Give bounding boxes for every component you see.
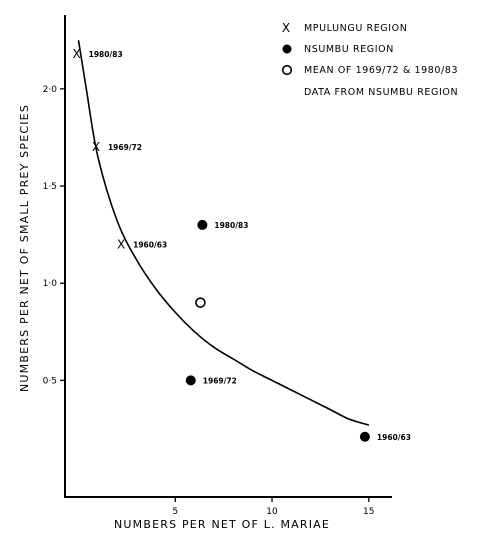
filled-circle-point (197, 219, 208, 230)
legend-mean-label: MEAN OF 1969/72 & 1980/83 (304, 65, 458, 76)
y-tick-label: 1·0 (43, 279, 58, 289)
y-axis-title: NUMBERS PER NET OF SMALL PREY SPECIES (18, 104, 31, 392)
point-label: 1960/63 (377, 433, 411, 442)
x-tick-label: 10 (266, 507, 278, 517)
filled-circle-point (359, 431, 370, 442)
x-axis-ticks: 5 10 15 (172, 497, 375, 517)
data-markers: X X X (72, 47, 370, 442)
open-circle-point (195, 297, 206, 308)
y-tick-label: 2·0 (43, 85, 58, 95)
x-marker-point: X (117, 237, 125, 251)
legend-mpulungu-label: MPULUNGU REGION (304, 23, 407, 34)
point-label: 1969/72 (108, 143, 142, 152)
legend-x-marker: X (282, 21, 290, 35)
x-marker-point: X (72, 47, 80, 61)
legend-nsumbu-label: NSUMBU REGION (304, 44, 394, 55)
point-label: 1980/83 (89, 50, 123, 59)
data-labels: 1980/83 1969/72 1960/63 1980/83 1969/72 1960/… (89, 50, 411, 442)
y-tick-label: 0·5 (43, 376, 57, 386)
point-label: 1980/83 (214, 221, 248, 230)
y-axis-ticks: 0·5 1·0 1·5 2·0 (43, 85, 65, 386)
filled-circle-point (185, 375, 196, 386)
x-tick-label: 15 (363, 507, 374, 517)
legend: X MPULUNGU REGION NSUMBU REGION MEAN OF … (282, 21, 458, 98)
y-tick-label: 1·5 (43, 182, 57, 192)
legend-mean-label-line2: DATA FROM NSUMBU REGION (304, 87, 458, 98)
x-marker-point: X (92, 140, 100, 154)
x-tick-label: 5 (172, 507, 178, 517)
x-axis-title: NUMBERS PER NET OF L. MARIAE (114, 518, 330, 531)
legend-filled-circle-marker (282, 44, 292, 54)
point-label: 1969/72 (203, 376, 237, 385)
legend-open-circle-marker (281, 64, 293, 76)
point-label: 1960/63 (133, 240, 167, 249)
fitted-curve (77, 40, 370, 426)
